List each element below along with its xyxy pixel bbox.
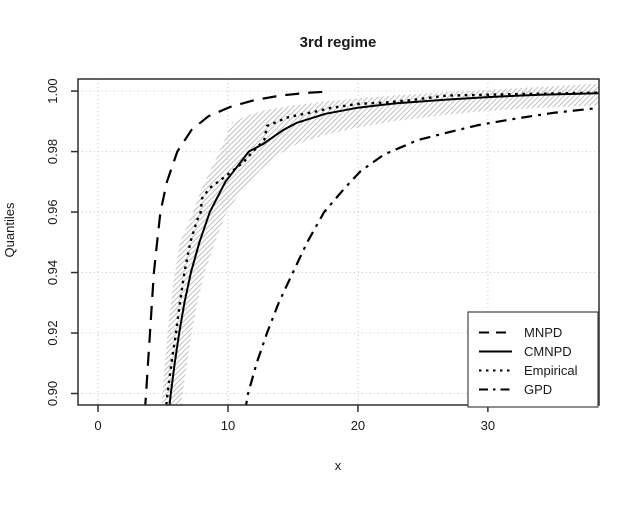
y-tick-label: 0.90 — [45, 381, 60, 406]
legend-border — [467, 311, 599, 408]
axis-tick-labels: 0 10 20 30 0.90 0.92 0.94 0.96 0.98 1.00 — [45, 78, 495, 433]
x-tick-label: 0 — [94, 418, 101, 433]
legend-box: MNPD CMNPD Empirical GPD — [467, 311, 599, 408]
empirical-curve — [165, 91, 599, 405]
legend-label-gpd: GPD — [524, 382, 552, 397]
gpd-curve — [244, 106, 599, 405]
cmnpd-curve — [168, 92, 599, 405]
x-tick-label: 10 — [221, 418, 235, 433]
y-tick-label: 0.98 — [45, 139, 60, 164]
legend-label-mnpd: MNPD — [524, 325, 562, 340]
plot-title: 3rd regime — [300, 34, 377, 51]
plot-border — [77, 78, 600, 406]
y-axis-label: Quantiles — [2, 202, 17, 257]
data-curves — [144, 90, 599, 405]
x-tick-label: 30 — [481, 418, 495, 433]
axis-ticks — [71, 90, 489, 412]
y-tick-label: 0.96 — [45, 199, 60, 224]
x-axis-label: x — [335, 458, 342, 473]
x-tick-label: 20 — [351, 418, 365, 433]
y-tick-label: 0.94 — [45, 260, 60, 285]
y-tick-label: 1.00 — [45, 78, 60, 103]
mnpd-curve — [144, 90, 331, 405]
y-tick-label: 0.92 — [45, 320, 60, 345]
legend-label-cmnpd: CMNPD — [524, 344, 572, 359]
legend-label-empirical: Empirical — [524, 363, 578, 378]
grid-lines — [78, 79, 599, 405]
